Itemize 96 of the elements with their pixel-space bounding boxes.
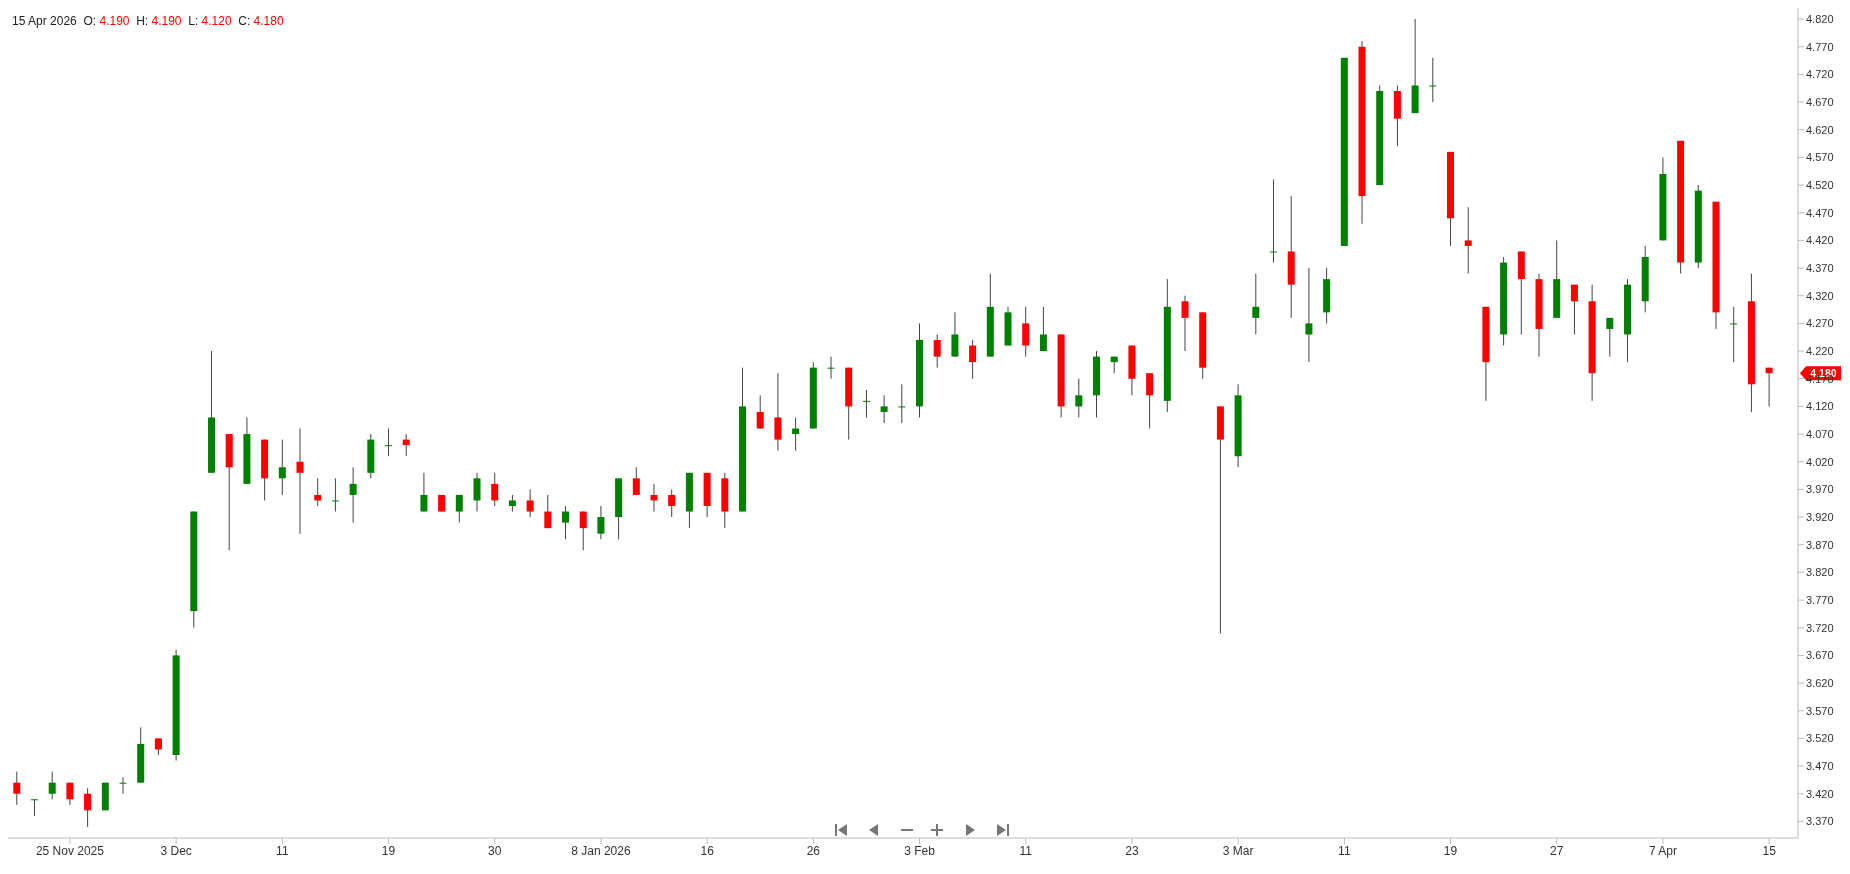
candlestick <box>632 466 640 496</box>
candlestick <box>1181 295 1189 352</box>
candlestick <box>349 466 357 524</box>
candlestick <box>1252 273 1260 335</box>
candlestick <box>314 477 322 507</box>
y-tick-label: 4.270 <box>1806 317 1834 330</box>
candlestick <box>597 505 605 540</box>
candlestick <box>1146 372 1154 430</box>
candlestick <box>385 428 393 457</box>
candlestick <box>420 472 428 513</box>
candlestick <box>1022 306 1030 358</box>
candlestick <box>13 771 21 806</box>
candlestick <box>650 483 658 513</box>
x-tick-label: 23 <box>1125 843 1139 858</box>
x-tick-label: 7 Apr <box>1648 843 1677 858</box>
y-tick-label: 4.670 <box>1806 95 1834 108</box>
candlestick <box>827 356 835 380</box>
candlestick <box>1429 57 1437 103</box>
y-tick-label: 3.520 <box>1806 732 1834 745</box>
x-tick-label: 3 Mar <box>1222 843 1254 858</box>
candlestick <box>756 394 764 430</box>
y-tick-label: 4.420 <box>1806 234 1834 247</box>
candlestick <box>491 472 499 507</box>
candlestick <box>1039 306 1047 352</box>
x-tick-label: 15 <box>1762 843 1777 858</box>
y-tick-label: 3.970 <box>1806 483 1834 496</box>
candlestick <box>579 511 587 551</box>
y-tick-label: 3.720 <box>1806 621 1834 634</box>
candlestick <box>544 494 552 529</box>
candlestick <box>278 439 286 496</box>
y-tick-label: 3.870 <box>1806 538 1834 551</box>
candlestick <box>880 394 888 424</box>
y-tick-label: 4.620 <box>1806 123 1834 136</box>
candlestick <box>951 311 959 358</box>
y-tick-label: 3.770 <box>1806 593 1834 606</box>
y-tick-label: 4.470 <box>1806 206 1834 219</box>
candlestick <box>31 798 39 817</box>
candlestick <box>48 771 56 800</box>
candlestick <box>1570 284 1578 335</box>
y-tick-label: 3.470 <box>1806 759 1834 772</box>
y-tick-label: 4.320 <box>1806 289 1834 302</box>
x-tick-label: 3 Dec <box>160 843 192 858</box>
candlestick <box>562 505 570 540</box>
x-tick-label: 3 Feb <box>904 843 936 858</box>
candlestick <box>84 787 92 828</box>
candlestick <box>402 433 410 457</box>
y-tick-label: 4.070 <box>1806 427 1834 440</box>
candlestick <box>1075 378 1083 418</box>
y-tick-label: 4.820 <box>1806 12 1834 25</box>
x-tick-label: 19 <box>1443 843 1458 858</box>
candlestick <box>862 389 870 418</box>
x-tick-label: 26 <box>806 843 821 858</box>
y-tick-label: 4.220 <box>1806 344 1834 357</box>
y-tick-label: 3.820 <box>1806 566 1834 579</box>
y-tick-label: 3.620 <box>1806 676 1834 689</box>
candlestick <box>774 372 782 452</box>
y-tick-label: 3.370 <box>1806 815 1834 828</box>
y-tick-label: 4.370 <box>1806 261 1834 274</box>
x-tick-label: 8 Jan 2026 <box>571 843 631 858</box>
y-tick-label: 4.720 <box>1806 68 1834 81</box>
text: 15 Apr 2026 O: 4.190 H: 4.190 L: 4.120 C: <box>12 14 251 28</box>
x-tick-label: 16 <box>700 843 715 858</box>
x-tick-label: 30 <box>488 843 502 858</box>
x-tick-label: 27 <box>1550 843 1564 858</box>
candlestick <box>296 428 304 535</box>
candlestick <box>1606 317 1614 358</box>
x-tick-label: 25 Nov 2025 <box>35 843 105 858</box>
y-tick-label: 4.020 <box>1806 455 1834 468</box>
candlestick <box>1765 367 1773 407</box>
y-tick-label: 3.920 <box>1806 510 1834 523</box>
candlestick <box>1305 267 1313 363</box>
y-tick-label: 3.570 <box>1806 704 1834 717</box>
y-tick-label: 4.570 <box>1806 151 1834 164</box>
candlestick <box>668 488 676 518</box>
candlestick <box>969 339 977 380</box>
candlestick <box>331 477 339 513</box>
candlestick <box>119 776 127 795</box>
candlestick <box>792 416 800 452</box>
x-tick-label: 11 <box>276 843 289 858</box>
candlestick <box>1270 179 1278 264</box>
candlestick <box>455 494 463 524</box>
candlestick <box>898 383 906 424</box>
annotation: 4.180 <box>253 14 284 28</box>
x-tick-label: 11 <box>1019 843 1033 858</box>
candlestick <box>473 472 481 513</box>
candlestick <box>1730 306 1738 363</box>
y-tick-label: 4.120 <box>1806 400 1834 413</box>
candlestick <box>1464 206 1472 275</box>
x-tick-label: 11 <box>1338 843 1351 858</box>
y-tick-label: 4.770 <box>1806 40 1834 53</box>
y-tick-label: 3.670 <box>1806 649 1834 662</box>
candlestick <box>526 488 534 518</box>
y-tick-label: 4.520 <box>1806 178 1834 191</box>
candlestick <box>933 333 941 369</box>
y-tick-label: 3.420 <box>1806 787 1834 800</box>
x-tick-label: 19 <box>381 843 396 858</box>
